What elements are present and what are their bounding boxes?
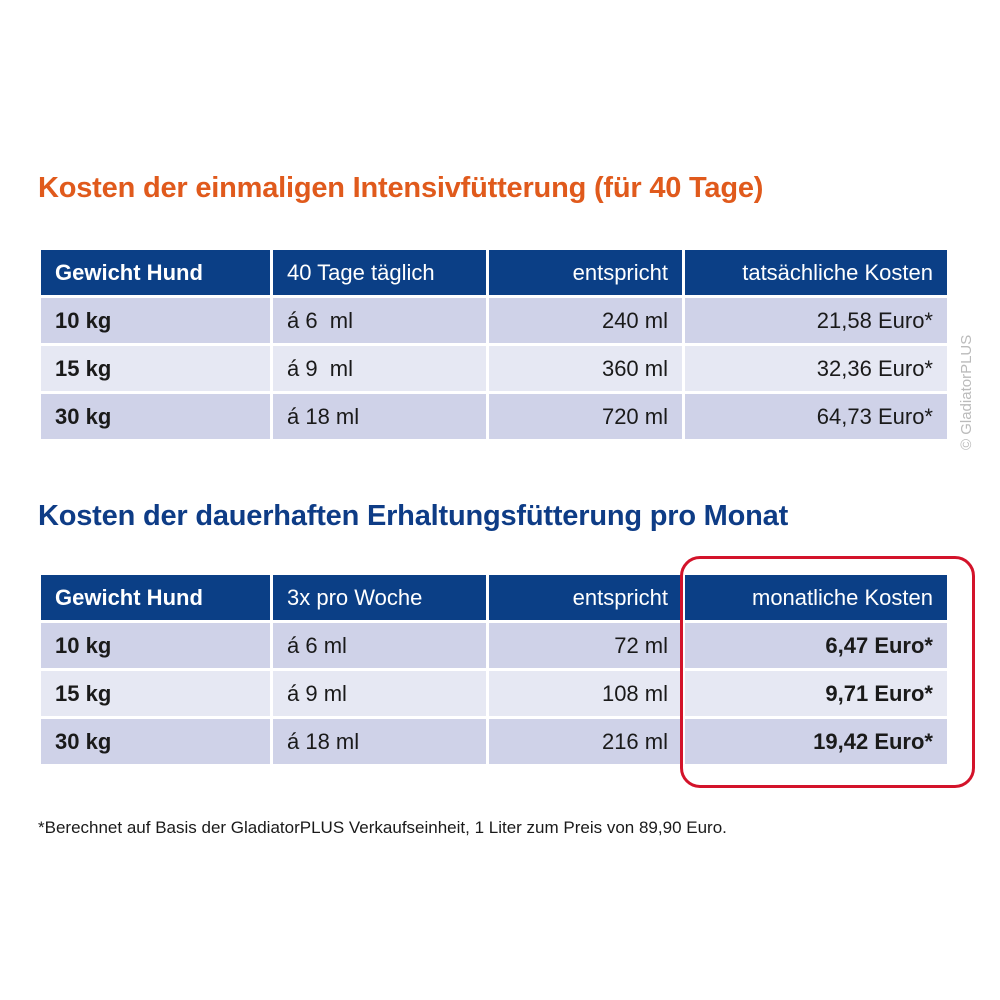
header-cell: monatliche Kosten	[685, 575, 947, 620]
cell: 15 kg	[41, 346, 270, 391]
table-header: Gewicht Hund 40 Tage täglich entspricht …	[41, 250, 947, 295]
cell: á 18 ml	[273, 719, 486, 764]
cell: á 9 ml	[273, 346, 486, 391]
section2-title: Kosten der dauerhaften Erhaltungsfütteru…	[38, 500, 789, 532]
cell: 10 kg	[41, 623, 270, 668]
cell: 21,58 Euro*	[685, 298, 947, 343]
header-cell: entspricht	[489, 575, 682, 620]
header-cell: tatsächliche Kosten	[685, 250, 947, 295]
cell: 6,47 Euro*	[685, 623, 947, 668]
table-row: 10 kg á 6 ml 72 ml 6,47 Euro*	[41, 623, 947, 668]
cell: á 6 ml	[273, 298, 486, 343]
table-row: 30 kg á 18 ml 216 ml 19,42 Euro*	[41, 719, 947, 764]
header-cell: entspricht	[489, 250, 682, 295]
cell: 32,36 Euro*	[685, 346, 947, 391]
cell: 10 kg	[41, 298, 270, 343]
header-cell: Gewicht Hund	[41, 575, 270, 620]
cell: 720 ml	[489, 394, 682, 439]
cell: 240 ml	[489, 298, 682, 343]
table-row: 30 kg á 18 ml 720 ml 64,73 Euro*	[41, 394, 947, 439]
table-row: 10 kg á 6 ml 240 ml 21,58 Euro*	[41, 298, 947, 343]
cell: 360 ml	[489, 346, 682, 391]
cell: á 6 ml	[273, 623, 486, 668]
cell: 64,73 Euro*	[685, 394, 947, 439]
cell: 19,42 Euro*	[685, 719, 947, 764]
cell: 9,71 Euro*	[685, 671, 947, 716]
cell: 30 kg	[41, 719, 270, 764]
footnote: *Berechnet auf Basis der GladiatorPLUS V…	[38, 818, 727, 837]
cell: á 9 ml	[273, 671, 486, 716]
header-cell: Gewicht Hund	[41, 250, 270, 295]
header-cell: 3x pro Woche	[273, 575, 486, 620]
section1-title: Kosten der einmaligen Intensivfütterung …	[38, 172, 764, 204]
maintenance-feeding-table: Gewicht Hund 3x pro Woche entspricht mon…	[38, 572, 950, 767]
table-header: Gewicht Hund 3x pro Woche entspricht mon…	[41, 575, 947, 620]
cell: 216 ml	[489, 719, 682, 764]
cell: 30 kg	[41, 394, 270, 439]
header-cell: 40 Tage täglich	[273, 250, 486, 295]
cell: 72 ml	[489, 623, 682, 668]
highlight-box	[680, 556, 975, 788]
cell: 15 kg	[41, 671, 270, 716]
intensive-feeding-table: Gewicht Hund 40 Tage täglich entspricht …	[38, 247, 950, 442]
table-row: 15 kg á 9 ml 108 ml 9,71 Euro*	[41, 671, 947, 716]
cell: á 18 ml	[273, 394, 486, 439]
cell: 108 ml	[489, 671, 682, 716]
watermark: © GladiatorPLUS	[958, 334, 975, 450]
table-row: 15 kg á 9 ml 360 ml 32,36 Euro*	[41, 346, 947, 391]
